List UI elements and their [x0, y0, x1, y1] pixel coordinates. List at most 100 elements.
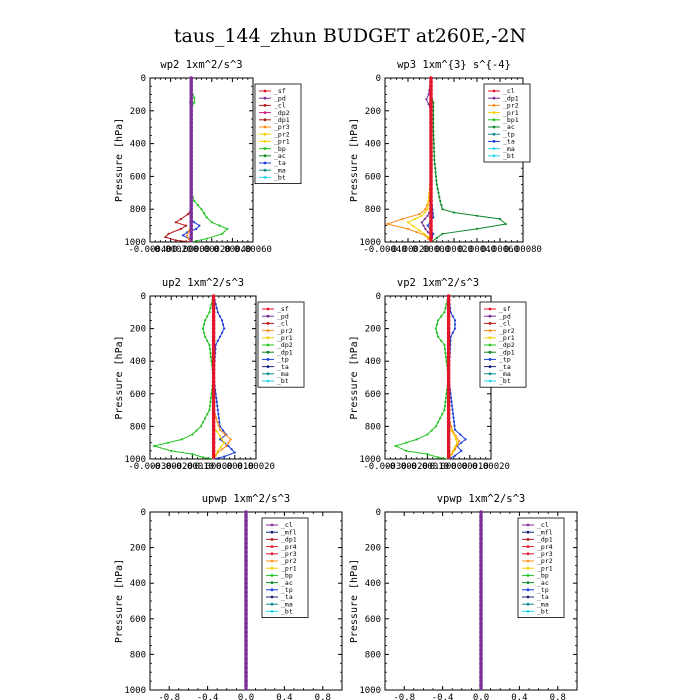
panel-title: vp2 1xm^2/s^3	[397, 277, 479, 289]
series-marker	[244, 666, 248, 670]
series-marker	[244, 590, 248, 594]
series-marker	[429, 100, 433, 105]
series-marker	[426, 214, 429, 217]
series-marker	[209, 400, 212, 403]
series-marker	[221, 232, 224, 235]
series-marker	[211, 347, 216, 351]
series-marker	[203, 212, 206, 215]
legend-entry: _pr1	[499, 334, 515, 342]
series-marker	[233, 451, 236, 454]
y-axis-label: Pressure [hPa]	[349, 118, 360, 202]
legend-marker	[526, 545, 530, 548]
series-marker	[435, 179, 438, 182]
series-marker	[185, 224, 188, 227]
series-marker	[425, 98, 428, 101]
series-marker	[189, 141, 193, 146]
series-marker	[201, 327, 205, 330]
series-marker	[195, 429, 198, 432]
y-tick-label: 1000	[124, 686, 146, 696]
series-marker	[450, 430, 453, 433]
series-marker	[189, 158, 193, 162]
series-marker	[221, 438, 224, 441]
legend-entry: _mfl	[281, 528, 297, 536]
legend-entry: _pr3	[281, 550, 297, 558]
legend-marker	[263, 111, 267, 114]
series-marker	[479, 608, 483, 612]
series-marker	[440, 339, 443, 342]
legend-marker	[266, 314, 270, 318]
x-tick-label: 0.00040	[458, 245, 496, 255]
legend-entry: _bp1	[503, 116, 519, 124]
series-marker	[446, 363, 451, 368]
series-marker	[432, 122, 435, 125]
series-marker	[429, 158, 433, 162]
legend-entry: _ma	[503, 145, 515, 153]
series-marker	[230, 448, 233, 451]
series-marker	[211, 318, 216, 323]
legend-entry: _ta	[537, 593, 549, 601]
series-marker	[444, 352, 447, 355]
series-marker	[186, 234, 189, 237]
series-marker	[424, 227, 427, 230]
legend-entry: _ma	[499, 370, 511, 378]
series-marker	[189, 96, 193, 101]
legend-entry: _pr1	[277, 334, 293, 342]
legend-entry: _dp1	[277, 348, 293, 356]
y-tick-label: 400	[130, 140, 146, 150]
series-marker	[203, 323, 206, 326]
panel-title: up2 1xm^2/s^3	[162, 277, 244, 289]
series-marker	[189, 121, 193, 125]
series-line-dp2	[394, 295, 450, 460]
legend-marker	[526, 559, 530, 563]
series-marker	[479, 550, 483, 554]
legend-entry: _mfl	[537, 528, 553, 536]
series-marker	[211, 330, 216, 335]
series-marker	[415, 231, 418, 234]
x-tick-label: -0.00040	[363, 245, 406, 255]
series-marker	[205, 216, 208, 219]
legend: _sf_pd_cl_pr2_pr1_dp2_dp1_tp_ta_ma_bt	[257, 301, 305, 388]
series-marker	[429, 207, 433, 211]
series-marker	[429, 76, 433, 80]
series-marker	[453, 454, 457, 457]
series-marker	[189, 191, 193, 195]
series-marker	[244, 634, 248, 639]
y-tick-label: 200	[130, 107, 146, 117]
series-marker	[429, 129, 433, 134]
series-marker	[204, 319, 207, 322]
series-marker	[394, 444, 397, 448]
series-marker	[200, 208, 203, 211]
series-marker	[479, 621, 483, 626]
series-marker	[441, 232, 444, 235]
series-marker	[189, 215, 193, 220]
series-marker	[189, 232, 193, 236]
series-marker	[226, 227, 229, 230]
series-marker	[189, 154, 193, 158]
series-marker	[429, 104, 433, 109]
series-marker	[211, 383, 216, 388]
series-marker	[452, 416, 455, 419]
series-marker	[443, 404, 446, 408]
series-marker	[413, 217, 416, 221]
series-marker	[189, 100, 193, 105]
series-marker	[429, 80, 433, 84]
series-marker	[244, 612, 248, 617]
series-marker	[427, 103, 430, 106]
series-marker	[189, 145, 193, 150]
legend-marker	[263, 118, 267, 122]
series-marker	[454, 438, 458, 441]
x-tick-label: -0.00030	[363, 462, 406, 472]
series-line-tp	[213, 295, 236, 460]
series-marker	[432, 134, 435, 137]
series-marker	[446, 387, 451, 392]
series-marker	[446, 432, 451, 437]
series-marker	[429, 215, 433, 220]
series-marker	[446, 449, 451, 453]
series-marker	[211, 396, 216, 400]
panel-1: wp2 1xm^2/s^3 Pressure [hPa] 0 200 400 600 800…	[114, 59, 302, 255]
legend-entry: _tp	[281, 586, 293, 594]
legend-entry: _ta	[277, 363, 289, 371]
series-marker	[216, 420, 219, 423]
series-marker	[193, 96, 196, 99]
x-tick-label: 0.00020	[237, 462, 275, 472]
